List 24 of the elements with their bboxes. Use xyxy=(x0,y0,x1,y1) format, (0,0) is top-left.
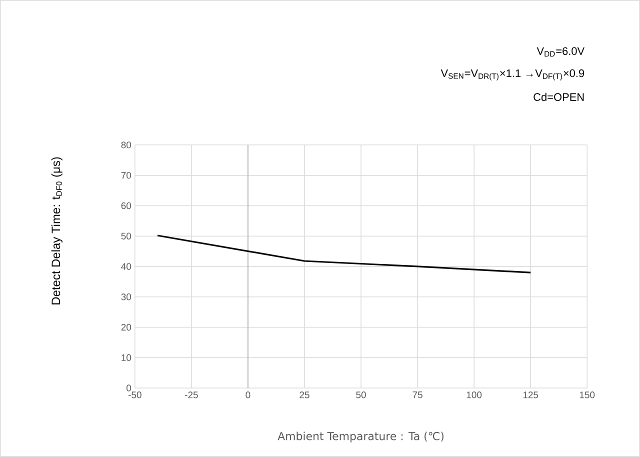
y-tick-label: 50 xyxy=(121,232,132,240)
y-tick-label: 30 xyxy=(121,294,132,300)
x-tick-label: 0 xyxy=(246,392,250,398)
text: V$_{SEN}$=V$_{DR(T)}$×1.1 →V$_{DF(T)}$×0.9 xyxy=(440,69,584,80)
x-axis-title: Ambient Temparature : Ta (℃) xyxy=(278,432,444,442)
y-tick-label: 20 xyxy=(121,324,132,331)
line-series xyxy=(156,234,532,274)
x-tick-label: -25 xyxy=(185,392,198,398)
x-tick-label: -50 xyxy=(128,392,142,398)
text: Cd=OPEN xyxy=(534,92,584,101)
x-tick-label: 75 xyxy=(412,392,422,398)
x-tick-label: 25 xyxy=(300,392,310,398)
y-tick-label: 60 xyxy=(121,202,132,210)
x-tick-label: 150 xyxy=(580,392,595,398)
x-tick-label: 100 xyxy=(466,392,482,398)
text: V$_{DD}$=6.0V xyxy=(536,47,585,57)
x-tick-label: 125 xyxy=(523,392,538,398)
y-tick-label: 10 xyxy=(122,354,132,362)
x-tick-label: 50 xyxy=(356,392,366,398)
y-tick-label: 40 xyxy=(121,263,132,270)
y-tick-label: 70 xyxy=(121,172,132,179)
y-axis-title: Detect Delay Time: t$_{DF0}$ (μs) xyxy=(51,157,62,304)
y-tick-label: 80 xyxy=(121,142,132,148)
y-tick-label: 0 xyxy=(126,384,132,392)
